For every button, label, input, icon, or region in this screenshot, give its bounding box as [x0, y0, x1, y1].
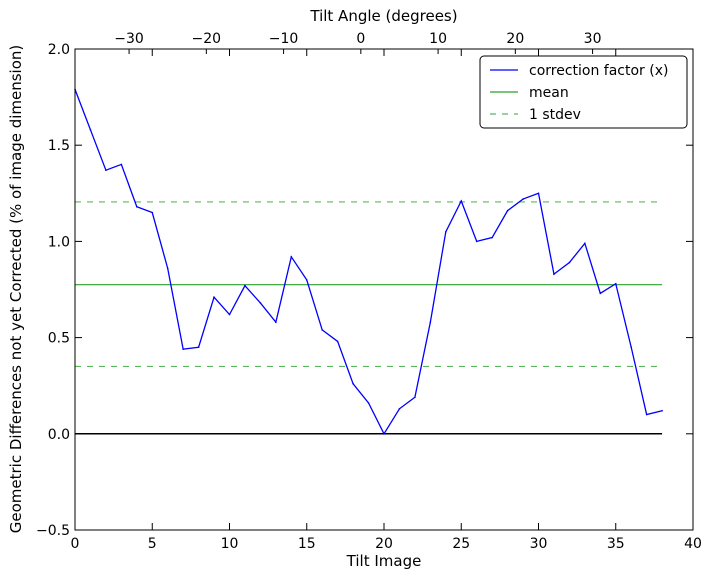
x-axis-title: Tilt Image [346, 552, 422, 570]
x-tick-label: 5 [148, 536, 157, 552]
data-point [553, 273, 555, 275]
data-point [429, 321, 432, 324]
x2-tick-label: 10 [429, 31, 447, 47]
axis-ticks: 0 5 10 15 20 25 30 35 40 −30 −20 −10 0 10 20 30 −0.5 0.0 0… [36, 31, 702, 552]
data-point [120, 163, 123, 166]
x-tick-label: 20 [375, 536, 393, 552]
legend-label-stdev: 1 stdev [529, 107, 581, 123]
data-point [182, 348, 184, 350]
data-point [166, 267, 169, 270]
x2-axis-title: Tilt Angle (degrees) [309, 7, 457, 25]
data-point [522, 198, 524, 200]
x2-tick-label: −20 [192, 31, 222, 47]
data-point [275, 321, 277, 324]
data-point [491, 236, 493, 239]
data-point [599, 292, 602, 295]
x-tick-label: 35 [607, 536, 625, 552]
data-point [228, 313, 231, 316]
data-point [584, 242, 586, 245]
data-point [244, 284, 246, 287]
plot-area [74, 88, 663, 436]
data-point [89, 129, 92, 131]
data-point [367, 402, 370, 404]
x-tick-label: 30 [530, 536, 548, 552]
data-point [213, 296, 215, 298]
x-tick-label: 0 [71, 536, 80, 552]
y-tick-label: 0.5 [48, 331, 70, 347]
x2-tick-label: 20 [506, 31, 524, 47]
data-point [460, 200, 463, 202]
legend-label-mean: mean [529, 85, 569, 101]
x-tick-label: 40 [684, 536, 702, 552]
data-point [105, 169, 107, 172]
data-point [614, 282, 617, 285]
x2-tick-label: 30 [584, 31, 602, 47]
data-point [661, 409, 663, 412]
x2-tick-label: −30 [114, 31, 144, 47]
y-tick-label: −0.5 [36, 523, 70, 539]
y-axis-title: Geometric Differences not yet Corrected … [7, 45, 25, 534]
data-point [259, 302, 262, 304]
data-point [336, 340, 339, 343]
legend-label-correction-factor: correction factor (x) [529, 63, 668, 79]
data-point [136, 205, 138, 208]
x-tick-label: 25 [452, 536, 470, 552]
y-tick-label: 1.0 [48, 234, 70, 250]
data-point [568, 261, 571, 264]
data-point [398, 407, 401, 410]
x2-tick-label: −10 [269, 31, 299, 47]
data-point [445, 230, 447, 233]
data-point [475, 240, 478, 243]
data-point [630, 346, 632, 349]
y-tick-label: 2.0 [48, 42, 70, 58]
y-tick-label: 0.0 [48, 427, 70, 443]
legend-box [479, 55, 688, 129]
data-point [151, 211, 154, 214]
data-point [197, 346, 200, 349]
data-point [321, 329, 324, 331]
x-tick-label: 15 [298, 536, 316, 552]
data-point [352, 382, 354, 385]
data-point [506, 209, 509, 212]
data-point [537, 192, 540, 195]
data-point [383, 433, 385, 435]
data-point [645, 413, 648, 416]
x-tick-label: 10 [221, 536, 239, 552]
data-point [305, 279, 308, 281]
y-tick-label: 1.5 [48, 138, 70, 154]
data-point [290, 255, 293, 258]
x2-tick-label: 0 [356, 31, 365, 47]
data-point [414, 396, 416, 399]
legend: correction factor (x) mean 1 stdev [479, 55, 688, 129]
